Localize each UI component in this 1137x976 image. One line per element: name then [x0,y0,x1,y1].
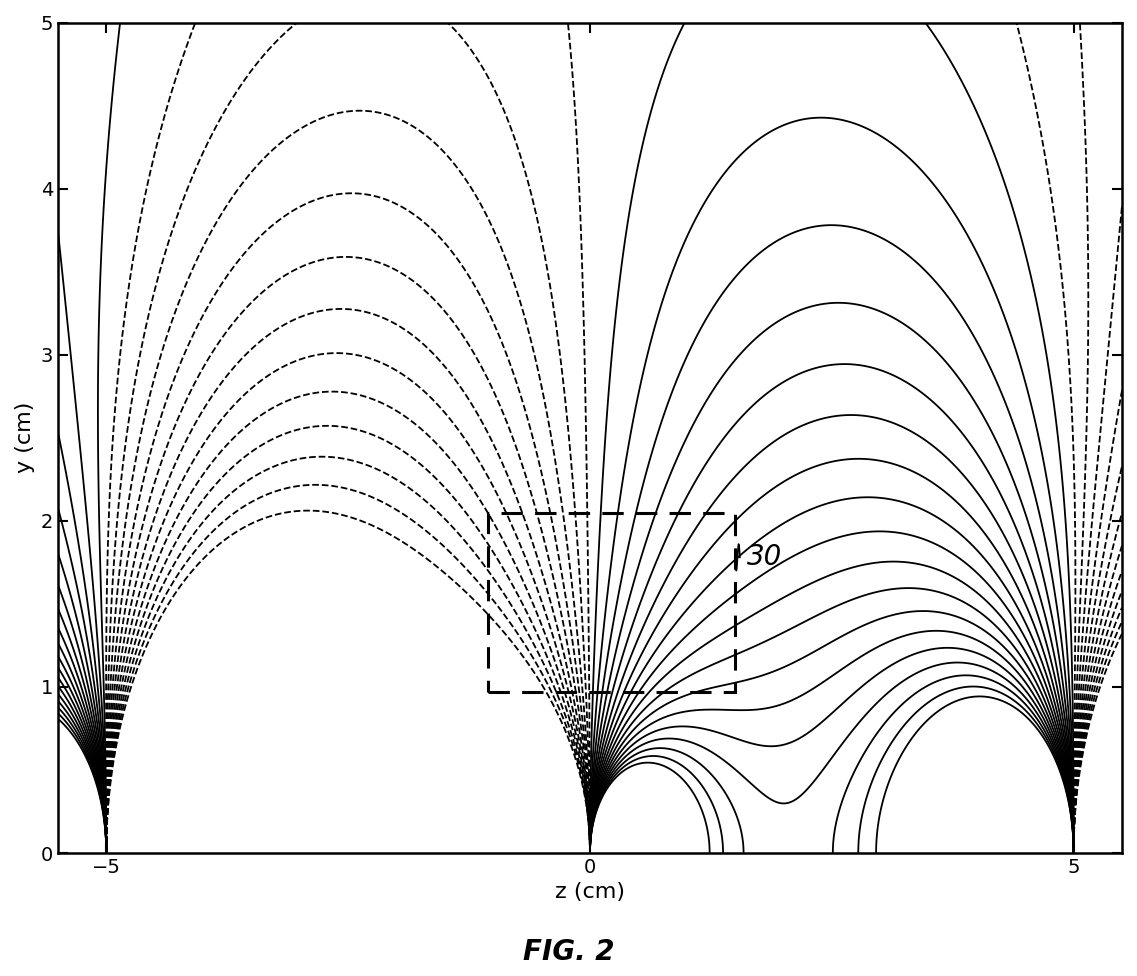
Bar [489,512,735,692]
Text: 30: 30 [747,544,782,571]
X-axis label: z (cm): z (cm) [555,882,625,903]
Y-axis label: y (cm): y (cm) [15,402,35,473]
Text: FIG. 2: FIG. 2 [523,938,614,966]
